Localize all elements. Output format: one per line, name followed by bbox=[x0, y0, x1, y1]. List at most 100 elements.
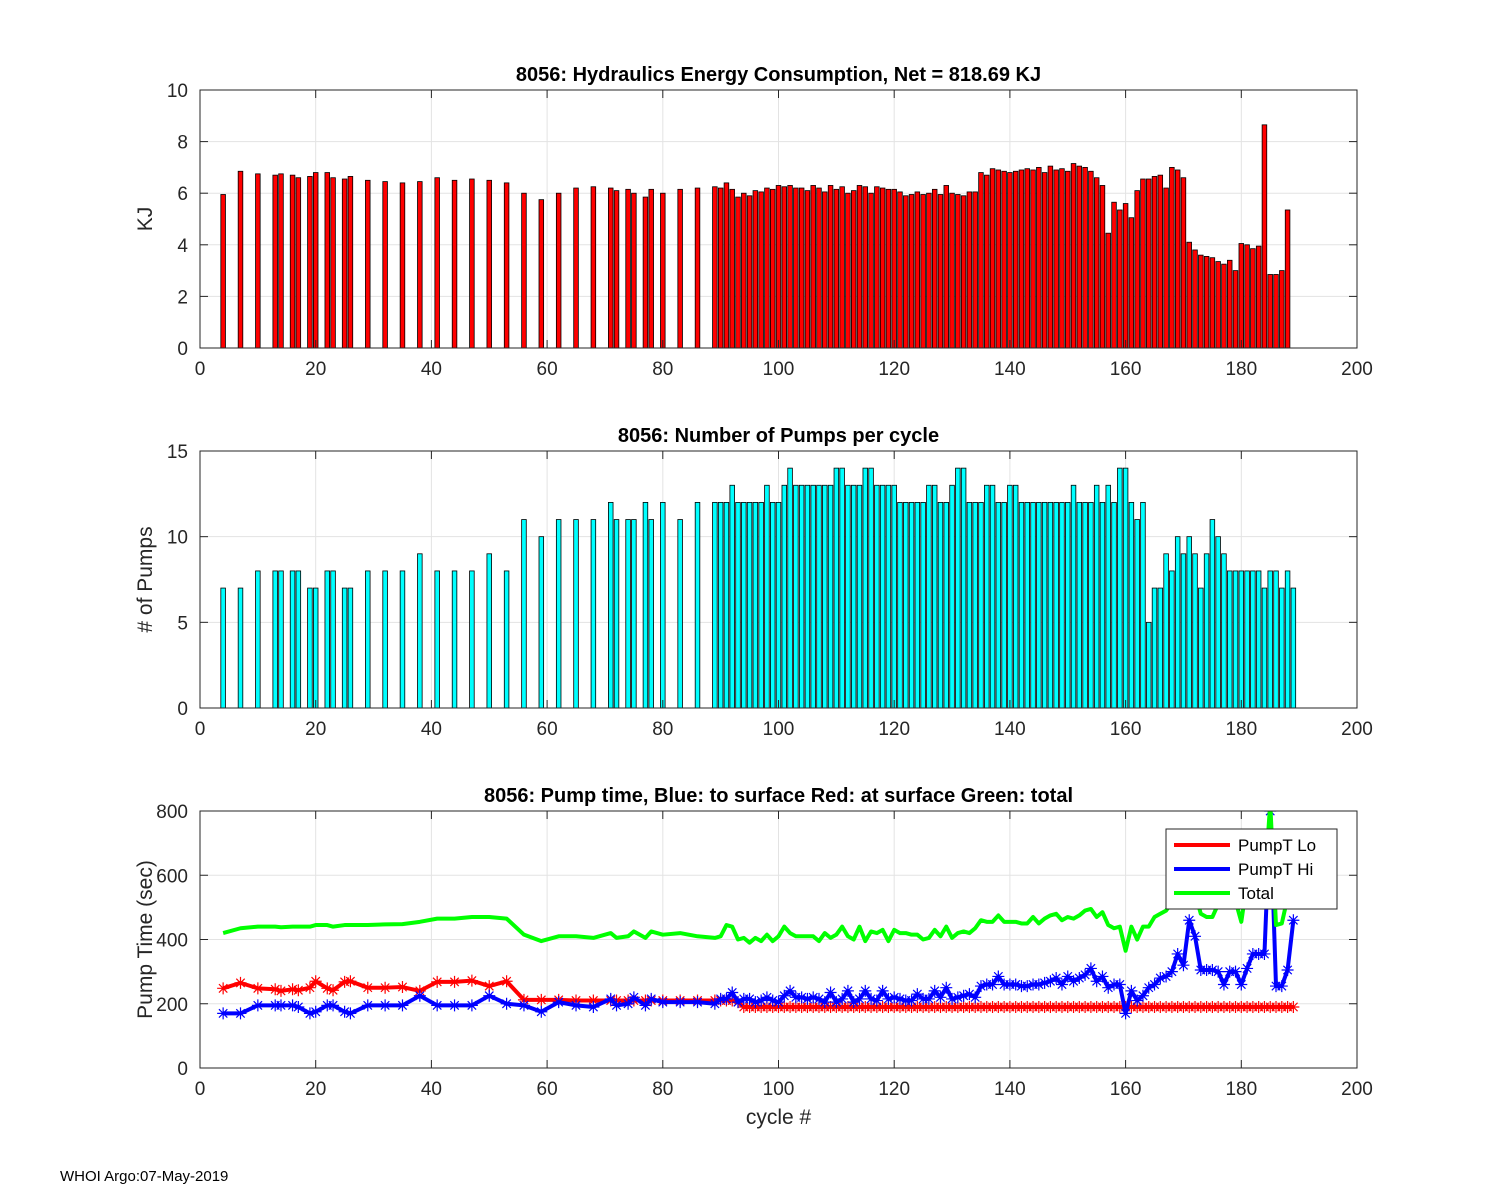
bar bbox=[1157, 174, 1164, 349]
bar bbox=[220, 194, 226, 349]
series-marker bbox=[500, 975, 513, 988]
bar bbox=[793, 187, 799, 349]
bar bbox=[966, 191, 973, 349]
bar bbox=[417, 181, 423, 349]
bar bbox=[1134, 190, 1140, 349]
bar bbox=[324, 570, 330, 709]
series-marker bbox=[465, 999, 478, 1012]
x-tick-label: 80 bbox=[652, 719, 673, 740]
pumps-chart: 0 20 40 60 80 100 120 140 160 180 200 0 5 10 15 8056: N… bbox=[134, 425, 1373, 740]
series-marker bbox=[1287, 1000, 1300, 1013]
bar bbox=[1198, 587, 1204, 709]
series-marker bbox=[309, 1005, 322, 1018]
bar bbox=[833, 188, 840, 349]
series-marker bbox=[448, 999, 461, 1012]
y-tick-label: 5 bbox=[177, 613, 188, 634]
bar bbox=[1099, 185, 1106, 349]
bar bbox=[255, 173, 261, 349]
bar bbox=[295, 177, 302, 349]
bar bbox=[365, 570, 371, 709]
x-tick-label: 200 bbox=[1341, 719, 1373, 740]
legend-entry-label: Total bbox=[1238, 884, 1274, 903]
bar bbox=[1221, 263, 1227, 349]
series-marker bbox=[587, 994, 600, 1007]
bar bbox=[1192, 553, 1198, 709]
series-marker bbox=[274, 984, 287, 997]
bar bbox=[839, 467, 845, 709]
bar bbox=[330, 177, 336, 349]
bar bbox=[972, 191, 978, 349]
bar bbox=[885, 188, 892, 349]
x-tick-label: 60 bbox=[537, 359, 558, 380]
bar bbox=[486, 553, 492, 709]
bar bbox=[1261, 587, 1268, 709]
series-marker bbox=[824, 986, 837, 999]
series-marker bbox=[338, 1005, 351, 1018]
bar bbox=[1267, 274, 1273, 349]
bar bbox=[451, 570, 458, 709]
series-marker bbox=[1113, 978, 1126, 991]
bar bbox=[978, 172, 984, 349]
bar bbox=[1041, 172, 1048, 349]
bar bbox=[538, 536, 545, 709]
series-marker bbox=[882, 992, 895, 1005]
bar bbox=[787, 467, 793, 709]
series-marker bbox=[760, 991, 773, 1004]
bar bbox=[781, 484, 787, 709]
bar bbox=[1030, 169, 1036, 349]
y-tick-label: 0 bbox=[177, 339, 188, 360]
bar bbox=[1105, 484, 1111, 709]
bar bbox=[897, 191, 903, 349]
series-marker bbox=[535, 993, 548, 1006]
y-tick-label: 15 bbox=[167, 442, 188, 463]
bar bbox=[1082, 166, 1088, 349]
series-marker bbox=[1212, 965, 1225, 978]
bar bbox=[1244, 570, 1250, 709]
series-marker bbox=[483, 989, 496, 1002]
series-marker bbox=[483, 980, 496, 993]
legend-entry-label: PumpT Lo bbox=[1238, 836, 1316, 855]
series-marker bbox=[1061, 970, 1074, 983]
bar bbox=[295, 570, 302, 709]
bar bbox=[469, 178, 475, 349]
x-tick-label: 80 bbox=[652, 359, 673, 380]
x-tick-label: 20 bbox=[305, 359, 326, 380]
bar bbox=[1273, 274, 1279, 349]
series-marker bbox=[992, 970, 1005, 983]
bar bbox=[1238, 243, 1245, 349]
series-marker bbox=[1183, 914, 1196, 927]
bar bbox=[555, 519, 562, 709]
series-marker bbox=[743, 992, 756, 1005]
bar bbox=[1082, 501, 1088, 709]
bar bbox=[816, 484, 822, 709]
bar bbox=[1036, 166, 1042, 349]
series-marker bbox=[1125, 984, 1138, 997]
bar bbox=[1244, 244, 1250, 349]
series-marker bbox=[1055, 978, 1068, 991]
bar bbox=[1169, 166, 1175, 349]
bar bbox=[903, 501, 909, 709]
bar bbox=[1134, 519, 1140, 709]
bar bbox=[648, 188, 654, 349]
bar bbox=[237, 587, 244, 709]
series-marker bbox=[922, 992, 935, 1005]
series-marker bbox=[1275, 980, 1288, 993]
bar bbox=[613, 190, 620, 349]
bar bbox=[272, 174, 278, 349]
series-marker bbox=[963, 988, 976, 1001]
bar bbox=[920, 501, 926, 709]
bar bbox=[1007, 172, 1013, 349]
bar bbox=[1255, 570, 1262, 709]
bar bbox=[822, 484, 828, 709]
bar bbox=[1198, 254, 1204, 349]
x-tick-label: 0 bbox=[195, 1079, 206, 1100]
bar bbox=[978, 501, 984, 709]
bar bbox=[1065, 170, 1071, 349]
bar bbox=[1065, 501, 1071, 709]
bar bbox=[538, 199, 545, 349]
bar bbox=[972, 501, 978, 709]
series-marker bbox=[969, 991, 982, 1004]
bar bbox=[677, 519, 683, 709]
series-marker bbox=[610, 999, 623, 1012]
series-marker bbox=[344, 975, 357, 988]
